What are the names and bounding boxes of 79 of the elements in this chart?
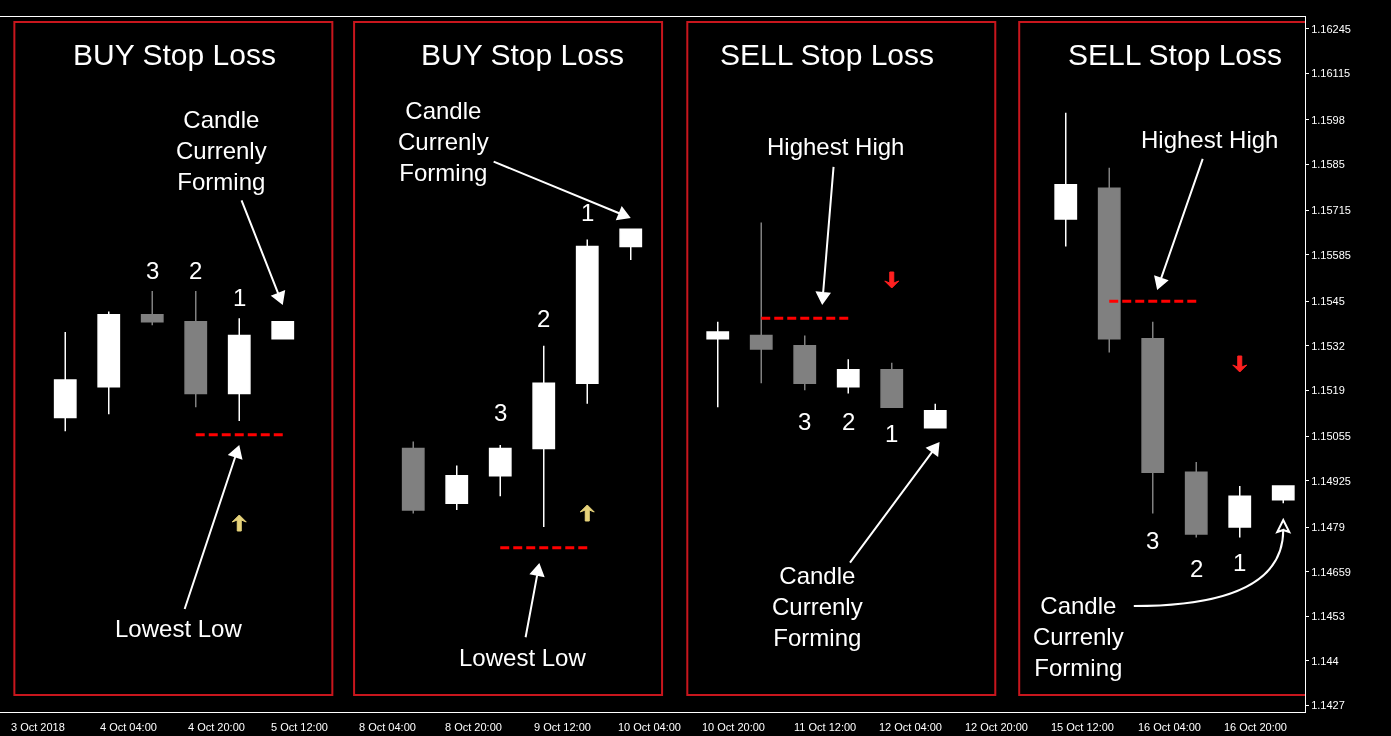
y-tick-label: 1.15585 xyxy=(1311,248,1351,261)
candlestick xyxy=(1097,166,1121,354)
y-tick-label: 1.1479 xyxy=(1311,520,1345,533)
candlestick xyxy=(619,228,643,261)
y-tick-label: 1.14925 xyxy=(1311,474,1351,487)
candlestick xyxy=(1141,320,1165,515)
candlestick xyxy=(793,334,817,391)
y-tick-label: 1.1585 xyxy=(1311,158,1345,171)
annotation: Lowest Low xyxy=(115,615,243,642)
annotation: 3 xyxy=(1146,527,1160,554)
annotation: BUY Stop Loss xyxy=(421,38,624,71)
candlestick xyxy=(575,238,599,405)
y-tick-label: 1.144 xyxy=(1311,654,1339,667)
annotation: SELL Stop Loss xyxy=(720,38,935,71)
candlestick xyxy=(401,440,425,515)
candlestick xyxy=(53,331,77,433)
annotation: 3 xyxy=(798,408,812,435)
annotation: Highest High xyxy=(767,133,905,160)
text: 4 Oct 20:00 xyxy=(188,721,245,733)
text: 8 Oct 04:00 xyxy=(359,721,416,733)
candlestick xyxy=(923,403,947,429)
text: 12 Oct 20:00 xyxy=(965,721,1028,733)
candlestick xyxy=(1054,112,1078,248)
y-tick-label: 1.16115 xyxy=(1311,67,1351,80)
text: 4 Oct 04:00 xyxy=(100,721,157,733)
y-tick-label: 1.14659 xyxy=(1311,565,1351,578)
annotation: Lowest Low xyxy=(459,644,587,671)
y-tick-label: 1.1453 xyxy=(1311,609,1345,622)
text: 3 Oct 2018 xyxy=(11,721,65,733)
y-tick-label: 1.15715 xyxy=(1311,204,1351,217)
y-tick-label: 1.1532 xyxy=(1311,339,1345,352)
y-tick-label: 1.1519 xyxy=(1311,384,1345,397)
y-tick-label: 1.1427 xyxy=(1311,699,1345,711)
candlestick xyxy=(227,317,251,422)
annotation: 2 xyxy=(189,257,203,284)
candlestick xyxy=(1184,461,1208,539)
annotation: 1 xyxy=(885,420,899,447)
annotation: 3 xyxy=(146,257,160,284)
y-tick-label: 1.1598 xyxy=(1311,113,1345,126)
annotation: 1 xyxy=(581,199,595,226)
text: 15 Oct 12:00 xyxy=(1051,721,1114,733)
text: 8 Oct 20:00 xyxy=(445,721,502,733)
candlestick xyxy=(97,310,121,415)
text: 9 Oct 12:00 xyxy=(534,721,591,733)
annotation: Candle Currenly Forming xyxy=(772,562,863,652)
candlestick xyxy=(271,320,295,340)
candlestick xyxy=(749,221,773,385)
annotation: 2 xyxy=(1190,555,1204,582)
candlestick xyxy=(488,444,512,498)
annotation: 1 xyxy=(233,284,247,311)
y-tick-label: 1.16245 xyxy=(1311,22,1351,35)
annotation: Candle Currenly Forming xyxy=(398,97,489,187)
text: 12 Oct 04:00 xyxy=(879,721,942,733)
annotation: BUY Stop Loss xyxy=(73,38,276,71)
candlestick xyxy=(836,358,860,395)
annotation: 2 xyxy=(537,305,551,332)
candlestick xyxy=(184,290,208,409)
candlestick xyxy=(140,290,164,326)
text: 10 Oct 20:00 xyxy=(702,721,765,733)
candlestick xyxy=(706,320,730,409)
annotation: 1 xyxy=(1233,549,1247,576)
annotation: 3 xyxy=(494,399,508,426)
annotation: Highest High xyxy=(1141,126,1279,153)
annotation: Candle Currenly Forming xyxy=(176,106,267,196)
y-tick-label: 1.1545 xyxy=(1311,295,1345,308)
annotation: Candle Currenly Forming xyxy=(1033,592,1124,682)
text: 16 Oct 04:00 xyxy=(1138,721,1201,733)
text: 5 Oct 12:00 xyxy=(271,721,328,733)
y-tick-label: 1.15055 xyxy=(1311,430,1351,443)
candlestick xyxy=(445,464,469,511)
candlestick xyxy=(880,362,904,409)
text: 11 Oct 12:00 xyxy=(794,721,857,733)
annotation: SELL Stop Loss xyxy=(1068,38,1283,71)
candlestick xyxy=(1228,485,1252,539)
text: 16 Oct 20:00 xyxy=(1224,721,1287,733)
candlestick xyxy=(532,344,556,528)
annotation: 2 xyxy=(842,408,856,435)
candlestick xyxy=(1271,485,1295,504)
text: 10 Oct 04:00 xyxy=(618,721,681,733)
